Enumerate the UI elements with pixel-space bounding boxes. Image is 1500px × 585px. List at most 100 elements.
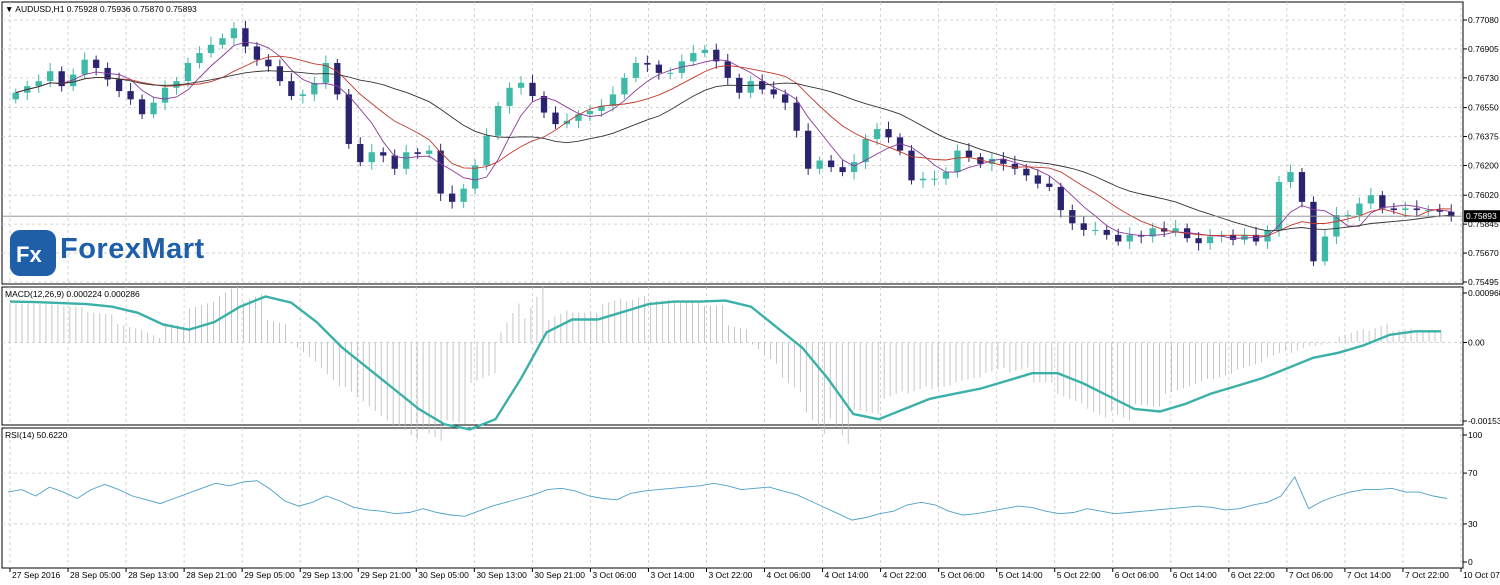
x-tick-label: 5 Oct 14:00 [999,570,1043,580]
candle-bull [816,160,823,169]
x-tick-label: 4 Oct 06:00 [767,570,811,580]
candle-bear [1298,172,1306,202]
x-tick-label: 5 Oct 22:00 [1057,570,1101,580]
price-tick-label: 0.76905 [1468,44,1499,54]
candle-bull [988,158,996,164]
candle-bear [713,49,720,62]
svg-text:Fx: Fx [16,242,42,267]
candle-bear [1103,229,1110,235]
candle-bull [460,188,467,202]
price-tick-label: 0.75845 [1468,219,1499,229]
price-tick-label: 0.76375 [1468,132,1499,142]
macd-panel-title: MACD(12,26,9) 0.000224 0.000286 [5,289,140,299]
candle-bull [1344,215,1352,217]
candle-bear [1448,211,1455,217]
candle-bear [540,96,548,113]
candle-bull [931,178,938,180]
candle-bull [173,81,180,88]
x-tick-label: 4 Oct 14:00 [825,570,869,580]
candle-bull [299,94,307,97]
ma-slow-line [15,70,1452,232]
candle-bear [1080,223,1087,230]
candle-bull [196,53,203,63]
candle-bear [115,79,123,92]
candle-bear [1379,195,1386,209]
candle-bull [403,152,410,169]
candle-bear [655,64,663,73]
x-tick-label: 28 Sep 13:00 [128,570,179,580]
candle-bull [690,53,697,62]
candle-bear [793,102,800,131]
candle-bull [873,129,881,140]
x-tick-label: 7 Oct 22:00 [1405,570,1449,580]
candle-bear [380,152,387,156]
candle-bull [621,77,628,95]
candle-bull [1149,228,1156,237]
candle-bear [58,71,65,87]
price-tick-label: 0.77080 [1468,15,1499,25]
candle-bull [1425,210,1432,212]
candle-bear [92,59,100,68]
price-tick-label: 0.76200 [1468,160,1499,170]
candle-bear [977,157,984,164]
candle-bull [1321,236,1329,262]
candle-bear [414,152,421,154]
price-panel-title: ▼ AUDUSD,H1 0.75928 0.75936 0.75870 0.75… [5,4,197,14]
candle-bull [609,94,617,106]
candle-bear [1046,183,1053,187]
candle-bull [1275,181,1283,230]
macd-tick-label: -0.001535 [1468,416,1500,426]
x-tick-label: 4 Oct 22:00 [883,570,927,580]
candle-bull [483,135,490,166]
candle-bull [1172,228,1179,232]
candle-bear [138,99,146,115]
candle-bear [827,160,835,168]
price-tick-label: 0.76020 [1468,190,1499,200]
x-tick-label: 27 Sep 2016 [12,570,60,580]
candle-bear [1229,234,1237,240]
candle-bear [276,66,284,82]
panel-frame-macd [1,286,1464,426]
macd-signal-line [9,295,1441,431]
candle-bull [517,82,525,88]
candle-bear [448,193,456,202]
candle-bear [391,155,398,169]
rsi-tick-label: 70 [1468,468,1478,478]
candle-bear [908,150,915,181]
x-tick-label: 6 Oct 22:00 [1231,570,1275,580]
panel-frame-rsi [1,427,1464,569]
candle-bull [1126,234,1133,242]
candle-bull [1402,208,1409,211]
rsi-panel-title: RSI(14) 50.6220 [5,430,68,440]
candle-bear [357,143,364,163]
candle-bear [804,130,812,169]
candle-bear [965,150,973,158]
candle-bull [575,114,582,121]
candle-bull [368,152,375,163]
candle-bull [81,59,88,75]
macd-tick-label: 0.000968 [1468,288,1500,298]
candle-bull [919,178,927,181]
candle-bear [253,46,261,60]
candle-bull [230,28,238,39]
candle-bear [127,91,134,100]
current-price-label: 0.75893 [1466,211,1497,221]
candle-bear [1195,238,1202,244]
candle-bull [12,92,19,100]
x-tick-label: 29 Sep 05:00 [244,570,295,580]
price-tick-label: 0.76730 [1468,73,1499,83]
forexmart-logo-icon: Fx [8,228,58,278]
candle-bull [862,139,869,163]
candle-bear [334,62,341,95]
candle-bull [506,87,513,106]
ma-mid-line [15,55,1452,237]
candle-bear [1310,201,1317,262]
x-tick-label: 30 Sep 13:00 [476,570,527,580]
candle-bull [311,82,318,95]
candle-bull [35,81,42,87]
candle-bear [1069,210,1076,224]
candle-bear [345,94,352,144]
candle-bear [1000,158,1007,164]
